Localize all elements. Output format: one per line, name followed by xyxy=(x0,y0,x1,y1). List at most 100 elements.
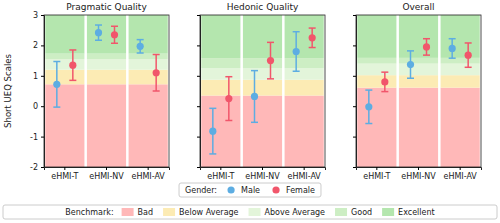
axis-line xyxy=(45,168,170,171)
panel: eHMI-TeHMI-NVeHMI-AVOverall xyxy=(353,2,482,181)
benchmark-band xyxy=(45,15,84,54)
error-cap xyxy=(153,54,160,56)
legend-title: Gender: xyxy=(185,186,217,195)
benchmark-band xyxy=(441,64,480,76)
legend: Gender:MaleFemale xyxy=(179,183,321,197)
point xyxy=(407,61,414,68)
error-cap xyxy=(53,106,60,108)
benchmark-band xyxy=(285,80,324,96)
tick xyxy=(197,45,200,46)
tick: eHMI-NV xyxy=(401,167,436,181)
legend-box xyxy=(179,183,321,197)
tick-mark xyxy=(148,167,149,170)
tick-label: eHMI-NV xyxy=(89,172,124,181)
tick-mark xyxy=(41,137,44,138)
tick: -2 xyxy=(30,163,44,172)
benchmark-band xyxy=(87,70,126,85)
error-cap xyxy=(449,57,456,59)
error-cap xyxy=(95,24,102,26)
tick-mark xyxy=(353,137,356,138)
error-cap xyxy=(423,54,430,56)
error-cap xyxy=(209,153,216,155)
tick-mark xyxy=(353,15,356,16)
legend-label: Excellent xyxy=(398,208,435,217)
axis-title: Short UEQ Scales xyxy=(3,54,13,128)
point xyxy=(381,78,388,85)
point xyxy=(137,43,144,50)
benchmark-band xyxy=(201,96,240,167)
tick-mark xyxy=(353,106,356,107)
error-bar xyxy=(137,40,144,53)
error-bar xyxy=(365,90,372,123)
point xyxy=(225,95,232,102)
tick: eHMI-NV xyxy=(89,167,124,181)
error-cap xyxy=(225,120,232,122)
benchmark-band xyxy=(87,59,126,70)
legend-title: Benchmark: xyxy=(65,208,113,217)
benchmark-band xyxy=(45,59,84,70)
tick-label: eHMI-T xyxy=(363,172,390,181)
tick-mark xyxy=(197,76,200,77)
benchmark-band xyxy=(201,15,240,58)
tick-mark xyxy=(197,137,200,138)
error-cap xyxy=(465,67,472,69)
tick: eHMI-NV xyxy=(245,167,280,181)
plot-area xyxy=(357,15,480,167)
benchmark-band xyxy=(45,54,84,59)
error-bar xyxy=(251,71,258,123)
point xyxy=(449,45,456,52)
tick-label: eHMI-NV xyxy=(401,172,436,181)
tick-mark xyxy=(197,45,200,46)
benchmark-band xyxy=(285,68,324,80)
error-bar xyxy=(449,39,456,58)
tick-mark xyxy=(418,167,419,170)
tick-label: eHMI-AV xyxy=(287,172,321,181)
error-cap xyxy=(293,70,300,72)
chart: -2-10123eHMI-TeHMI-NVeHMI-AVPragmatic Qu… xyxy=(0,0,500,223)
tick: eHMI-AV xyxy=(287,167,321,181)
benchmark-band xyxy=(357,15,396,58)
legend-label: Above Average xyxy=(265,208,326,217)
y-axis xyxy=(197,16,201,168)
point xyxy=(465,52,472,59)
benchmark-band xyxy=(357,58,396,64)
benchmark-band xyxy=(399,64,438,76)
tick xyxy=(197,106,200,107)
frame xyxy=(200,15,325,167)
error-cap xyxy=(309,47,316,49)
error-cap xyxy=(111,43,118,45)
tick: 2 xyxy=(33,41,44,50)
error-cap xyxy=(365,123,372,125)
tick: eHMI-T xyxy=(363,167,390,181)
tick-label: eHMI-T xyxy=(51,172,78,181)
error-cap xyxy=(365,89,372,91)
error-bar xyxy=(309,28,316,47)
legend-label: Below Average xyxy=(179,208,239,217)
tick-mark xyxy=(41,106,44,107)
legend-label: Bad xyxy=(138,208,153,217)
error-cap xyxy=(293,31,300,33)
tick-mark xyxy=(197,167,200,168)
panel-title: Pragmatic Quality xyxy=(66,2,147,12)
benchmark-band xyxy=(87,54,126,59)
axis-line xyxy=(201,168,326,171)
frame xyxy=(44,15,169,167)
error-cap xyxy=(69,80,76,82)
plot-area xyxy=(45,15,168,167)
benchmark-band xyxy=(87,84,126,167)
tick: eHMI-AV xyxy=(443,167,477,181)
error-cap xyxy=(267,42,274,44)
tick-label: -1 xyxy=(30,133,38,142)
legend-label: Female xyxy=(286,186,315,195)
tick-mark xyxy=(304,167,305,170)
x-axis: eHMI-TeHMI-NVeHMI-AV xyxy=(201,167,326,181)
panel: -2-10123eHMI-TeHMI-NVeHMI-AVPragmatic Qu… xyxy=(3,2,170,181)
error-bar xyxy=(407,51,414,78)
benchmark-band xyxy=(441,75,480,87)
tick: eHMI-T xyxy=(51,167,78,181)
error-bar xyxy=(267,42,274,78)
error-bar xyxy=(293,32,300,72)
benchmark-band xyxy=(45,70,84,85)
error-bar xyxy=(225,77,232,121)
benchmark-band xyxy=(129,70,168,85)
